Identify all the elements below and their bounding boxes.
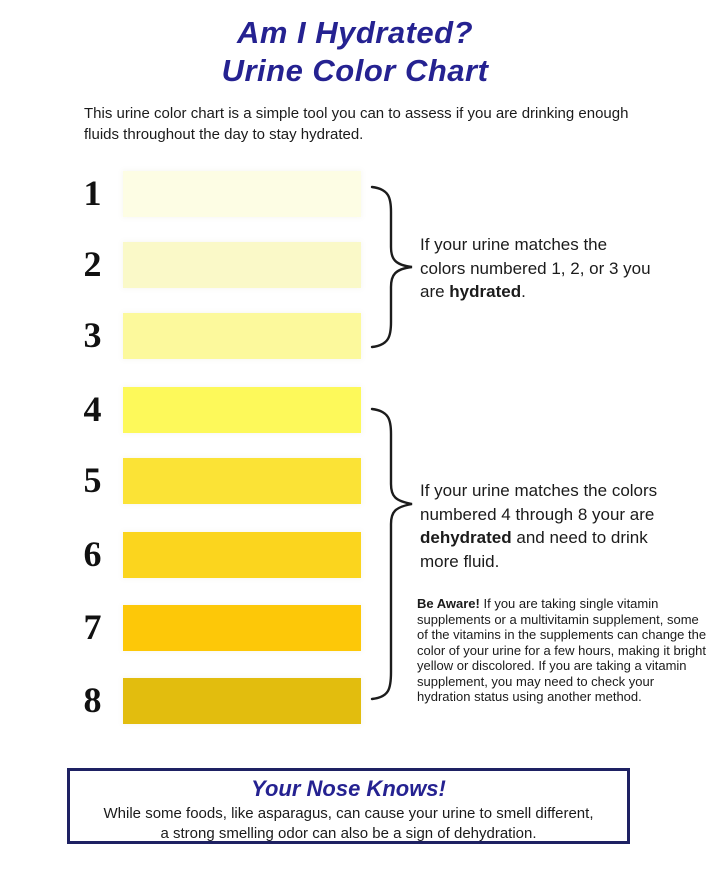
page-title: Am I Hydrated? Urine Color Chart (0, 14, 710, 90)
urine-color-swatch-3 (123, 313, 361, 359)
hydrated-annotation: If your urine matches the colors numbere… (420, 233, 654, 304)
urine-color-swatch-8 (123, 678, 361, 724)
urine-color-swatch-5 (123, 458, 361, 504)
page-title-line-2: Urine Color Chart (221, 53, 489, 88)
nose-knows-box: Your Nose Knows! While some foods, like … (67, 768, 630, 844)
urine-color-swatch-2 (123, 242, 361, 288)
nose-knows-title: Your Nose Knows! (251, 776, 446, 801)
urine-color-swatch-6 (123, 532, 361, 578)
intro-text: This urine color chart is a simple tool … (84, 105, 629, 143)
be-aware-text: If you are taking single vitamin supplem… (417, 596, 707, 704)
scale-number-3: 3 (83, 315, 102, 355)
scale-number-1: 1 (83, 173, 102, 213)
scale-number-8: 8 (83, 680, 102, 720)
be-aware-note: Be Aware! If you are taking single vitam… (417, 596, 709, 705)
hydrated-group-brace (370, 185, 413, 349)
urine-color-swatch-7 (123, 605, 361, 651)
scale-number-7: 7 (83, 607, 102, 647)
be-aware-label: Be Aware! (417, 596, 480, 611)
scale-number-5: 5 (83, 460, 102, 500)
dehydrated-group-brace (370, 407, 413, 701)
dehydrated-keyword: dehydrated (420, 528, 512, 547)
scale-number-4: 4 (83, 389, 102, 429)
nose-knows-text: While some foods, like asparagus, can ca… (103, 805, 594, 842)
dehydrated-annotation-text: If your urine matches the colors numbere… (420, 481, 658, 524)
urine-color-swatch-4 (123, 387, 361, 433)
page-title-line-1: Am I Hydrated? (236, 15, 474, 50)
dehydrated-annotation-tail: and need to drink more fluid. (420, 528, 648, 571)
hydrated-annotation-period: . (521, 282, 526, 301)
hydrated-annotation-text: If your urine matches the colors numbere… (420, 235, 651, 301)
urine-color-swatch-1 (123, 171, 361, 217)
dehydrated-annotation: If your urine matches the colors numbere… (420, 479, 672, 573)
hydrated-keyword: hydrated (449, 282, 522, 301)
scale-number-2: 2 (83, 244, 102, 284)
scale-number-6: 6 (83, 534, 102, 574)
